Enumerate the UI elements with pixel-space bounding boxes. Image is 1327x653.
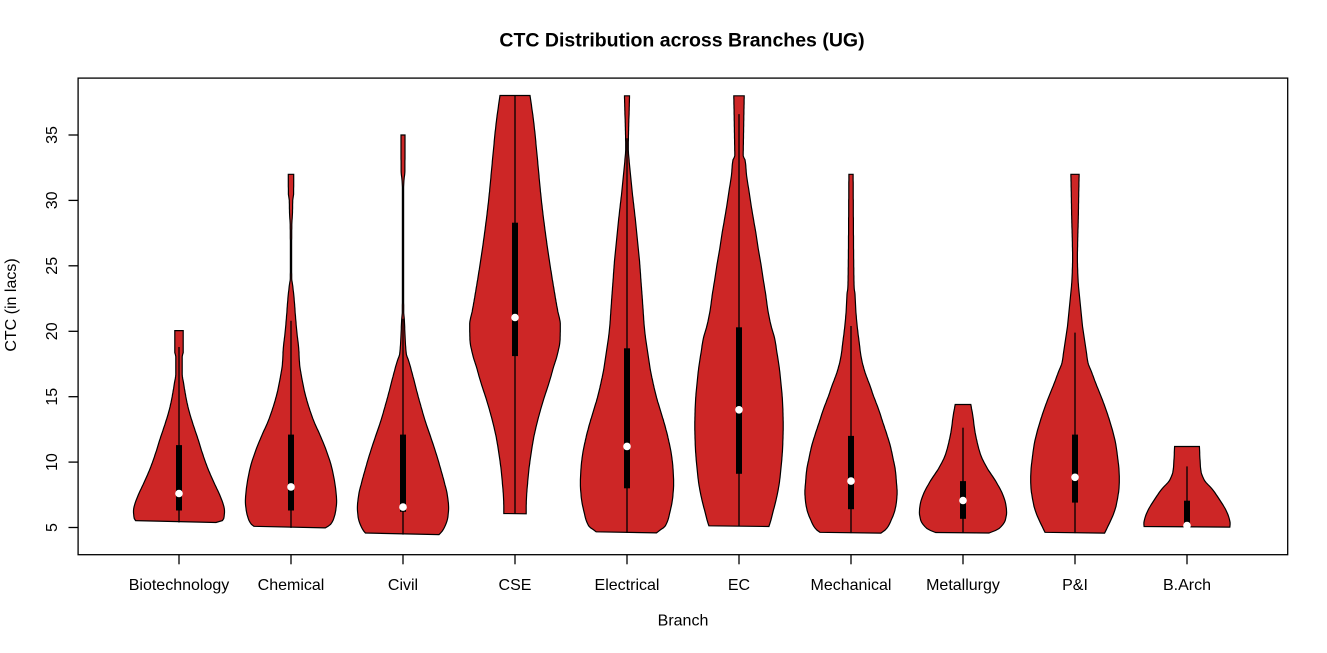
svg-text:CTC (in lacs): CTC (in lacs) [3,258,20,351]
svg-text:EC: EC [728,577,750,594]
svg-text:5: 5 [44,523,61,532]
svg-text:Chemical: Chemical [258,577,325,594]
svg-text:20: 20 [44,322,61,340]
svg-text:35: 35 [44,126,61,144]
svg-text:Electrical: Electrical [595,577,660,594]
svg-text:CTC Distribution across Branch: CTC Distribution across Branches (UG) [499,30,864,52]
svg-text:Civil: Civil [388,577,418,594]
svg-text:Mechanical: Mechanical [811,577,892,594]
svg-text:25: 25 [44,257,61,275]
svg-text:Branch: Branch [658,613,709,630]
svg-text:B.Arch: B.Arch [1163,577,1211,594]
svg-text:15: 15 [44,388,61,406]
svg-text:10: 10 [44,453,61,471]
svg-text:CSE: CSE [499,577,532,594]
svg-text:P&I: P&I [1062,577,1088,594]
svg-text:Biotechnology: Biotechnology [129,577,230,594]
svg-text:30: 30 [44,191,61,209]
svg-text:Metallurgy: Metallurgy [926,577,1000,594]
